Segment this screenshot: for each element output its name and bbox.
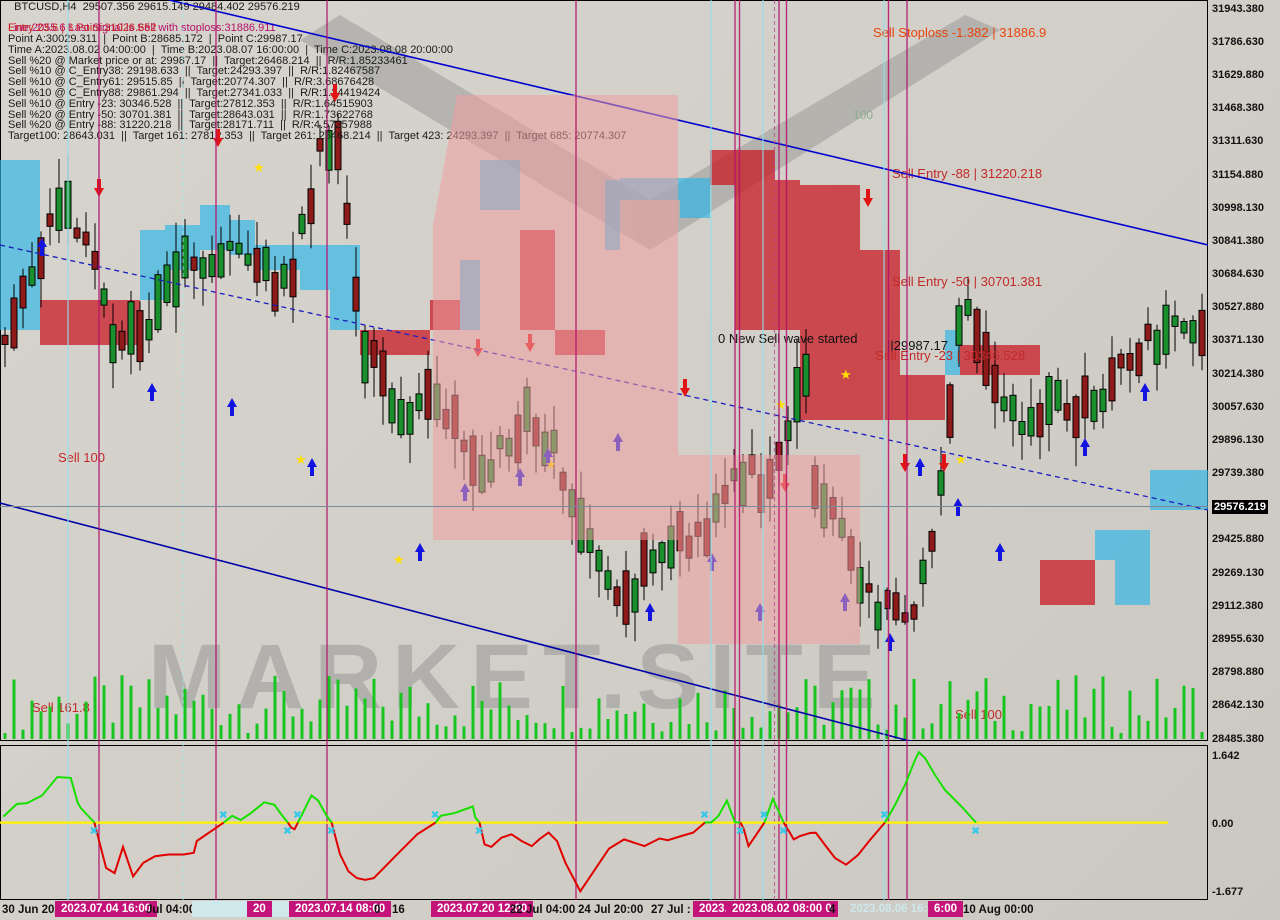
svg-text:✖: ✖ (283, 826, 292, 838)
svg-text:✖: ✖ (971, 826, 980, 838)
svg-text:✖: ✖ (475, 826, 484, 838)
svg-text:✖: ✖ (759, 810, 768, 822)
svg-text:✖: ✖ (431, 810, 440, 822)
svg-text:✖: ✖ (293, 810, 302, 822)
svg-text:✖: ✖ (327, 826, 336, 838)
svg-text:✖: ✖ (779, 826, 788, 838)
svg-text:✖: ✖ (735, 826, 744, 838)
svg-text:✖: ✖ (219, 810, 228, 822)
svg-text:✖: ✖ (89, 826, 98, 838)
svg-text:✖: ✖ (700, 810, 709, 822)
svg-text:✖: ✖ (880, 810, 889, 822)
